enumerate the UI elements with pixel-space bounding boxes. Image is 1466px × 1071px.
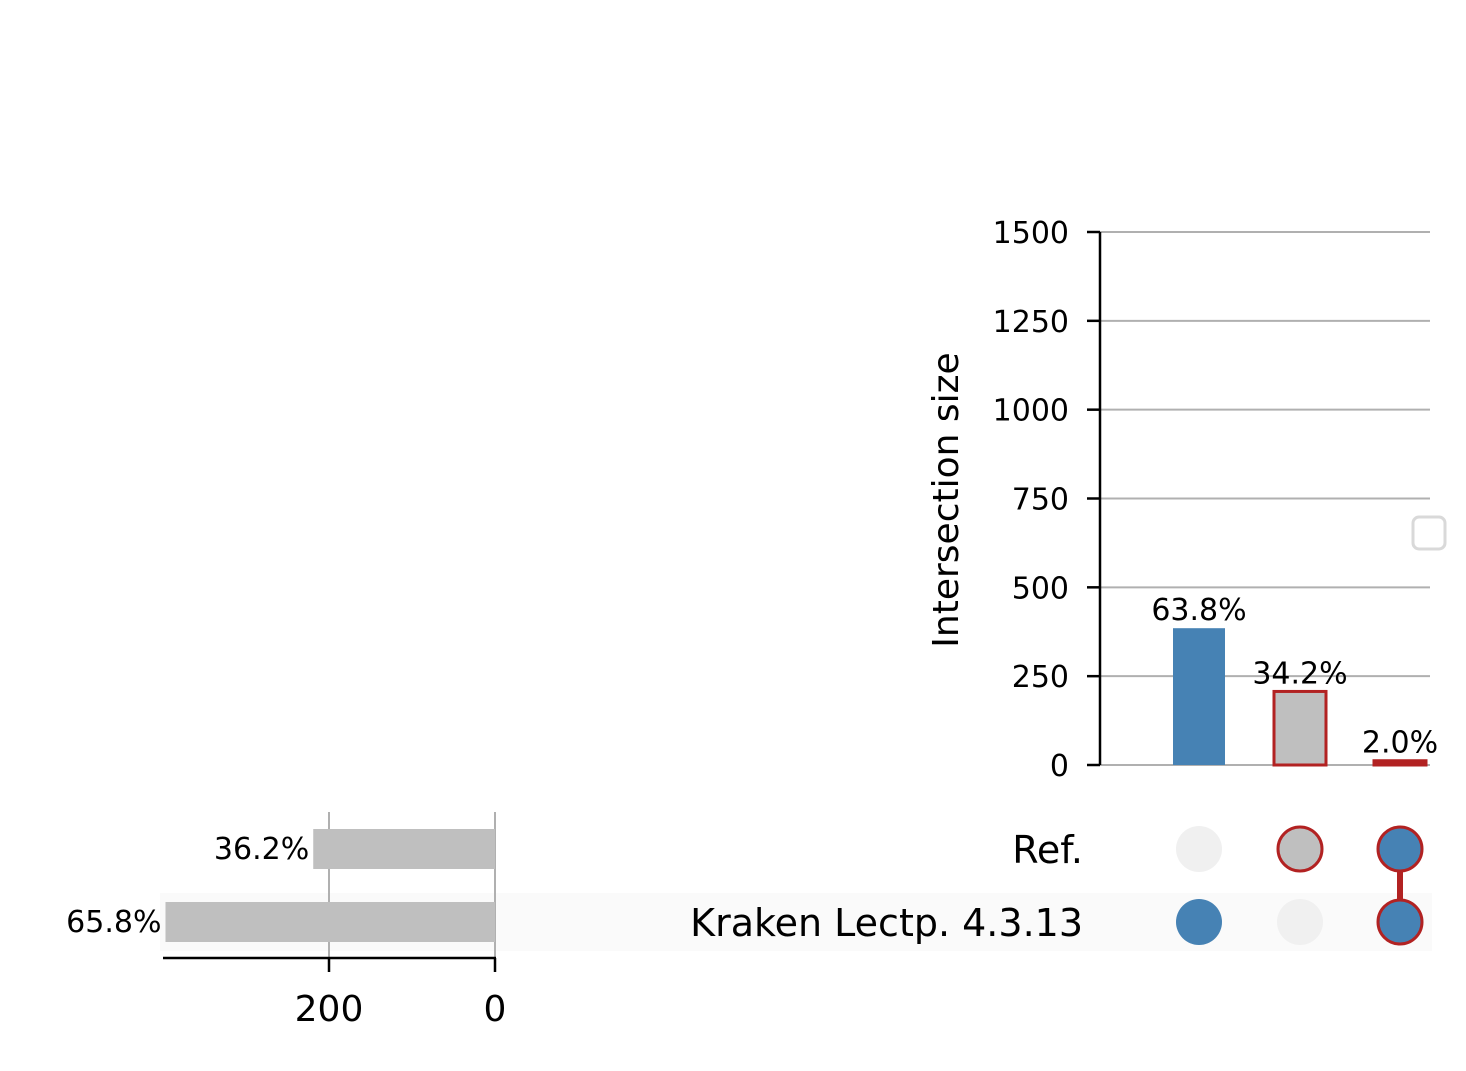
matrix-dot-active bbox=[1176, 899, 1222, 945]
intersection-y-tick-label: 1250 bbox=[993, 305, 1069, 340]
matrix-dot-active bbox=[1376, 825, 1424, 873]
matrix-dots bbox=[1176, 825, 1424, 946]
intersection-y-tick-label: 750 bbox=[1012, 483, 1069, 518]
set-label: Ref. bbox=[1012, 828, 1083, 872]
intersection-y-tick-label: 250 bbox=[1012, 660, 1069, 695]
matrix-dot-inactive bbox=[1277, 899, 1323, 945]
intersection-gridlines bbox=[1100, 231, 1430, 766]
intersection-bar-label: 34.2% bbox=[1252, 656, 1347, 691]
set-size-x-tick-label: 200 bbox=[295, 989, 364, 1030]
intersection-bar bbox=[1272, 689, 1328, 767]
intersection-y-ticks: 0 250 500 750 1000 1250 1500 bbox=[993, 216, 1100, 784]
matrix-dot-inactive bbox=[1176, 826, 1222, 872]
matrix-dot-active bbox=[1276, 825, 1324, 873]
set-size-data-labels: 36.2% 65.8% bbox=[66, 832, 309, 940]
intersection-bar bbox=[1372, 759, 1428, 767]
set-size-bar-label: 65.8% bbox=[66, 905, 161, 940]
intersection-bar-label: 63.8% bbox=[1151, 593, 1246, 628]
set-label: Kraken Lectp. 4.3.13 bbox=[690, 901, 1083, 945]
intersection-y-axis-title: Intersection size bbox=[926, 352, 967, 647]
set-labels: Ref. Kraken Lectp. 4.3.13 bbox=[690, 828, 1083, 945]
intersection-y-tick-label: 500 bbox=[1012, 571, 1069, 606]
legend-box-icon bbox=[1411, 515, 1447, 551]
set-size-bars bbox=[165, 829, 496, 942]
intersection-y-tick-label: 0 bbox=[1050, 749, 1069, 784]
intersection-y-tick-label: 1500 bbox=[993, 216, 1069, 251]
set-size-bar-label: 36.2% bbox=[214, 832, 309, 867]
intersection-data-labels: 63.8%34.2% 2.0% bbox=[1151, 593, 1438, 761]
set-size-x-tick-label: 0 bbox=[484, 989, 507, 1030]
set-size-bar bbox=[165, 902, 496, 942]
intersection-y-tick-label: 1000 bbox=[993, 394, 1069, 429]
intersection-bars bbox=[1173, 628, 1428, 767]
intersection-bar bbox=[1173, 628, 1225, 765]
set-size-x-ticks: 200 0 bbox=[295, 958, 507, 1030]
matrix-dot-active bbox=[1376, 898, 1424, 946]
set-size-bar bbox=[313, 829, 495, 869]
intersection-bar-label: 2.0% bbox=[1362, 726, 1438, 761]
